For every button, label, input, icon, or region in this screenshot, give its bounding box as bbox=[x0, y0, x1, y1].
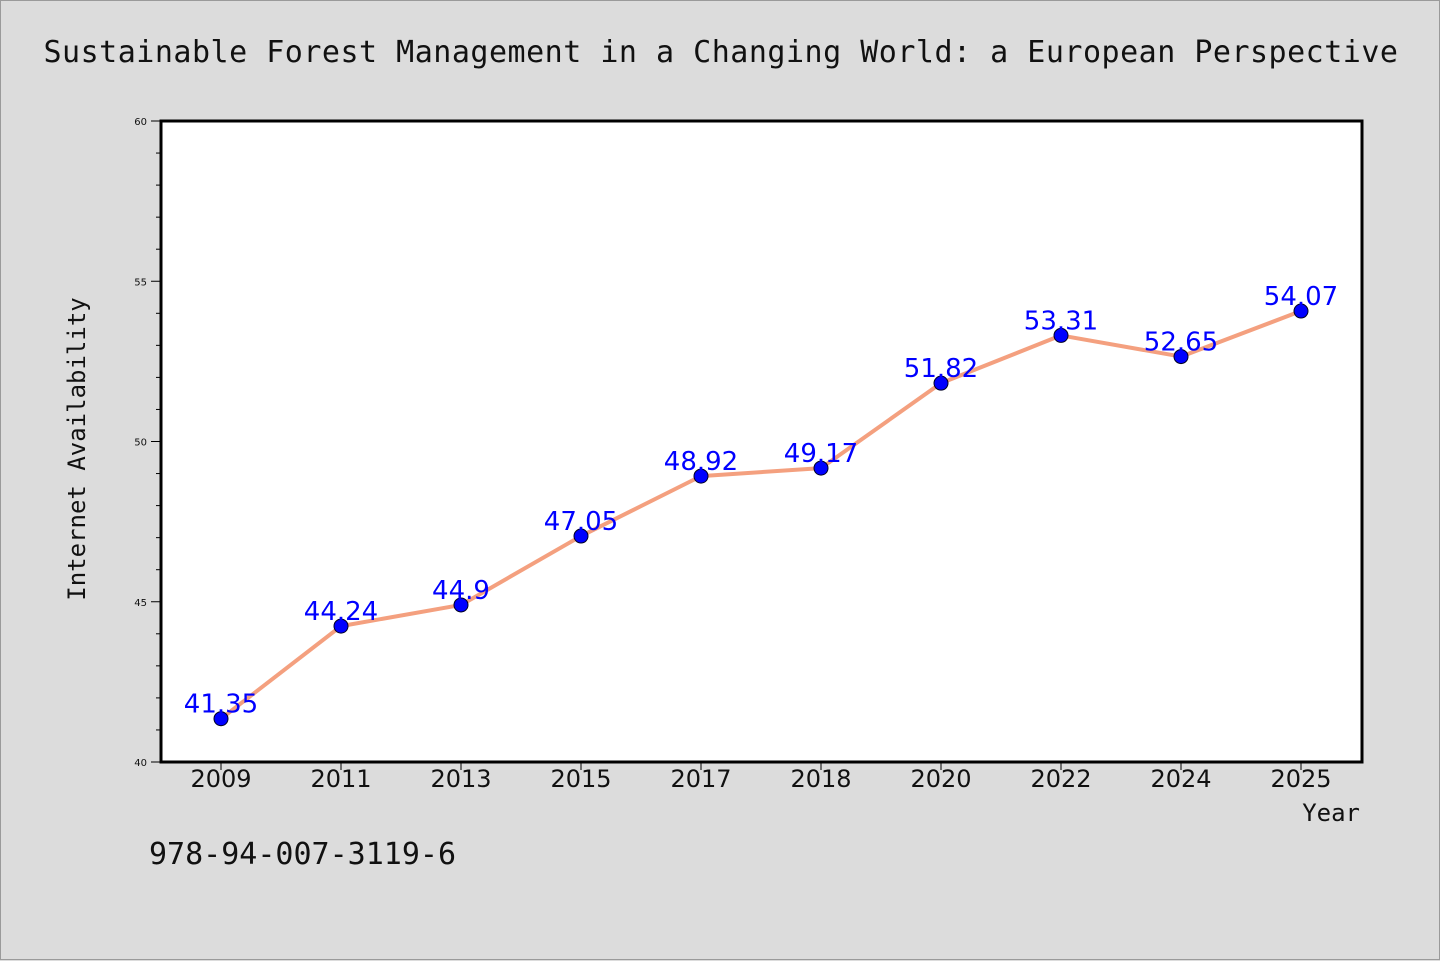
data-points bbox=[213, 303, 1309, 727]
data-point bbox=[1293, 303, 1309, 319]
x-tick-label: 2011 bbox=[310, 765, 371, 793]
data-labels: 41.35 44.24 44.9 47.05 48.92 49.17 51.82 53.31 5… bbox=[184, 282, 1338, 720]
data-label: 51.82 bbox=[904, 354, 978, 384]
data-label: 49.17 bbox=[784, 439, 858, 469]
x-tick-label: 2013 bbox=[430, 765, 491, 793]
data-label: 47.05 bbox=[544, 507, 618, 537]
data-label: 48.92 bbox=[664, 447, 738, 477]
data-point bbox=[213, 711, 229, 727]
y-axis-ticks: 40 45 50 55 60 bbox=[134, 117, 161, 769]
y-tick-label: 60 bbox=[134, 117, 147, 128]
x-tick-label: 2018 bbox=[790, 765, 851, 793]
x-axis-label: Year bbox=[1302, 799, 1360, 827]
data-label: 53.31 bbox=[1024, 306, 1098, 336]
data-label: 54.07 bbox=[1264, 282, 1338, 312]
x-tick-label: 2015 bbox=[550, 765, 611, 793]
series-line bbox=[219, 309, 1302, 721]
y-axis-label: Internet Availability bbox=[63, 297, 91, 600]
data-point bbox=[693, 468, 709, 484]
x-tick-label: 2017 bbox=[670, 765, 731, 793]
data-label: 52.65 bbox=[1144, 328, 1218, 358]
data-point bbox=[933, 375, 949, 391]
data-point bbox=[333, 618, 349, 634]
x-tick-label: 2009 bbox=[190, 765, 251, 793]
isbn-text: 978-94-007-3119-6 bbox=[149, 837, 457, 872]
data-point bbox=[573, 528, 589, 544]
data-label: 44.9 bbox=[432, 576, 490, 606]
data-point bbox=[453, 597, 469, 613]
data-point bbox=[813, 460, 829, 476]
x-axis-ticks: 2009 2011 2013 2015 2017 2018 2020 2022 2024 2025 bbox=[190, 762, 1332, 793]
plot-area bbox=[159, 119, 1364, 764]
data-label: 44.24 bbox=[304, 597, 378, 627]
y-tick-label: 45 bbox=[134, 598, 147, 609]
y-tick-label: 50 bbox=[134, 438, 147, 449]
x-tick-label: 2020 bbox=[910, 765, 971, 793]
data-label: 41.35 bbox=[184, 690, 258, 720]
x-tick-label: 2024 bbox=[1150, 765, 1211, 793]
chart-title: Sustainable Forest Management in a Chang… bbox=[43, 35, 1399, 70]
data-point bbox=[1173, 349, 1189, 365]
x-tick-label: 2022 bbox=[1030, 765, 1091, 793]
x-tick-label: 2025 bbox=[1270, 765, 1331, 793]
data-point bbox=[1053, 327, 1069, 343]
y-tick-label: 55 bbox=[134, 277, 147, 288]
y-tick-label: 40 bbox=[134, 758, 147, 769]
